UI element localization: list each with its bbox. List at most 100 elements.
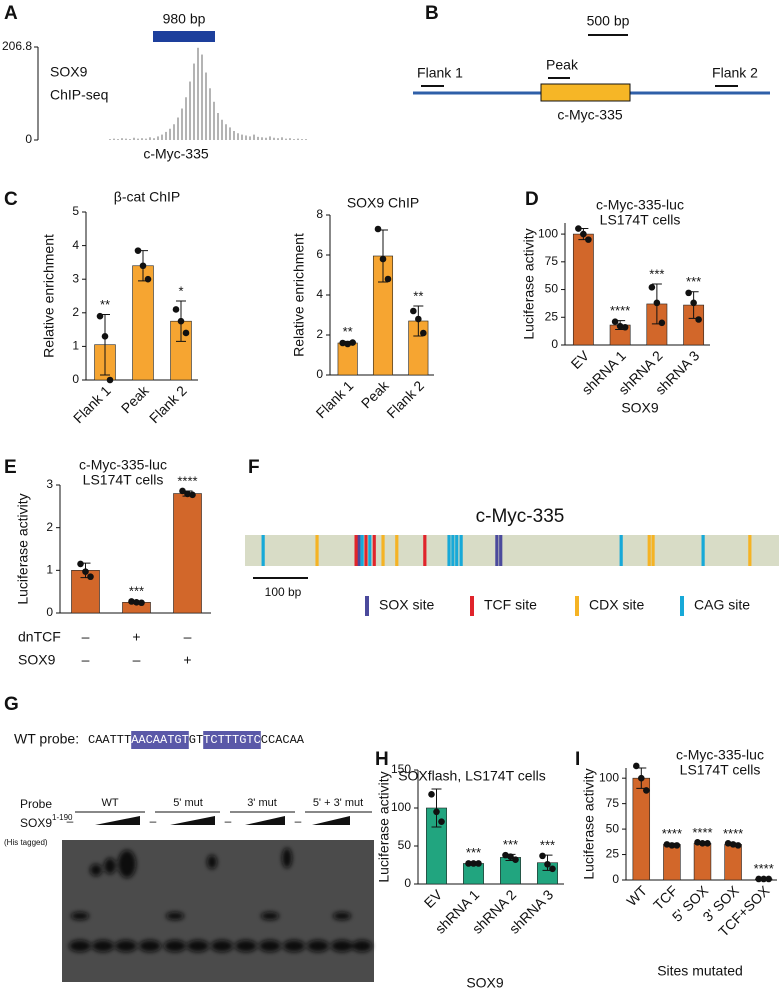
chart-title: LS174T cells bbox=[680, 762, 761, 778]
y-tick-label: 4 bbox=[72, 238, 79, 252]
data-point bbox=[653, 299, 661, 307]
row-mark: + bbox=[183, 652, 191, 668]
data-point bbox=[77, 560, 84, 568]
probe-name: 3' mut bbox=[247, 797, 277, 809]
sequence: GT bbox=[189, 733, 203, 747]
row-mark: – bbox=[82, 652, 90, 668]
data-point bbox=[349, 339, 356, 346]
bar bbox=[724, 844, 742, 881]
y-axis-label: Relative enrichment bbox=[41, 234, 57, 358]
y-tick-label: 100 bbox=[538, 226, 558, 240]
legend-label: TCF site bbox=[484, 597, 537, 613]
bar bbox=[132, 265, 154, 381]
chart-title: β-cat ChIP bbox=[114, 189, 180, 205]
probe-name: WT bbox=[101, 797, 118, 809]
data-point bbox=[101, 333, 109, 340]
data-point bbox=[580, 230, 587, 238]
chart-title: SOX9 ChIP bbox=[347, 195, 419, 211]
site bbox=[748, 535, 752, 566]
data-point bbox=[470, 860, 477, 867]
site bbox=[459, 535, 463, 566]
x-axis-label: SOX9 bbox=[621, 400, 659, 416]
probe-name: 5' mut bbox=[173, 797, 203, 809]
x-tick-label: EV bbox=[568, 347, 593, 372]
titration-wedges bbox=[95, 816, 350, 825]
data-point bbox=[658, 319, 666, 327]
significance: *** bbox=[686, 274, 701, 289]
x-tick-label: Flank 1 bbox=[313, 377, 357, 421]
data-point bbox=[420, 329, 427, 337]
bar bbox=[663, 844, 681, 881]
data-point bbox=[438, 818, 445, 825]
y-tick-label: 75 bbox=[545, 254, 559, 268]
data-point bbox=[87, 573, 94, 581]
legend-label: CAG site bbox=[694, 597, 750, 613]
peak-label: c-Myc-335 bbox=[143, 146, 209, 162]
data-point bbox=[549, 865, 556, 873]
y-axis-label: Luciferase activity bbox=[521, 228, 537, 339]
data-point bbox=[410, 307, 417, 315]
site bbox=[447, 535, 451, 566]
data-point bbox=[507, 853, 514, 860]
site bbox=[368, 535, 372, 566]
significance: **** bbox=[177, 473, 197, 488]
data-point bbox=[616, 322, 624, 330]
chart-title: LS174T cells bbox=[600, 212, 681, 228]
y-tick-label: 50 bbox=[545, 282, 559, 296]
y-tick-label: 2 bbox=[46, 520, 53, 534]
site-highlight bbox=[203, 731, 261, 749]
y-tick-label: 75 bbox=[606, 796, 620, 810]
flank-label: Flank 1 bbox=[417, 65, 463, 81]
data-point bbox=[575, 225, 582, 232]
x-tick-label: Peak bbox=[118, 382, 153, 417]
significance: *** bbox=[129, 583, 144, 598]
region-title: c-Myc-335 bbox=[476, 506, 565, 527]
data-point bbox=[695, 316, 702, 323]
y-tick-label: 3 bbox=[46, 477, 53, 491]
y-tick-label: 0 bbox=[72, 372, 79, 386]
site bbox=[315, 535, 319, 566]
x-tick-label: Flank 1 bbox=[70, 382, 114, 426]
bar bbox=[693, 843, 712, 881]
y-tick-label: 100 bbox=[391, 800, 411, 814]
y-tick-label: 4 bbox=[316, 287, 323, 301]
significance: * bbox=[178, 283, 183, 298]
y-tick-label: 0 bbox=[25, 132, 32, 146]
data-point bbox=[638, 774, 645, 782]
y-axis-label: Luciferase activity bbox=[15, 493, 31, 604]
y-tick-label: 50 bbox=[606, 821, 620, 835]
data-point bbox=[339, 339, 346, 347]
legend-label: CDX site bbox=[589, 597, 644, 613]
y-tick-label: 1 bbox=[72, 339, 79, 353]
site bbox=[357, 535, 361, 566]
panel-letter: E bbox=[4, 457, 17, 478]
significance: ** bbox=[100, 297, 110, 312]
y-tick-label: 100 bbox=[599, 770, 619, 784]
data-point bbox=[611, 318, 619, 326]
data-point bbox=[428, 791, 435, 798]
site bbox=[647, 535, 651, 566]
significance: **** bbox=[692, 825, 712, 840]
y-tick-label: 2 bbox=[72, 305, 79, 319]
row-mark: – bbox=[133, 652, 141, 668]
y-axis-label: Luciferase activity bbox=[376, 771, 392, 882]
data-point bbox=[189, 491, 196, 499]
bar bbox=[572, 233, 594, 346]
data-point bbox=[177, 317, 185, 325]
x-tick-label: Flank 2 bbox=[383, 377, 427, 421]
data-point bbox=[433, 808, 440, 816]
data-point bbox=[184, 490, 191, 498]
panel-letter: H bbox=[375, 749, 389, 770]
bar bbox=[337, 342, 358, 376]
y-tick-label: 206.8 bbox=[2, 39, 32, 53]
data-point bbox=[585, 236, 592, 243]
significance: *** bbox=[503, 837, 518, 852]
data-point bbox=[673, 842, 681, 849]
significance: *** bbox=[649, 266, 664, 281]
legend-swatch bbox=[470, 596, 474, 616]
data-point bbox=[621, 323, 629, 331]
data-point bbox=[699, 840, 706, 847]
data-point bbox=[724, 840, 732, 847]
y-tick-label: 5 bbox=[72, 204, 79, 218]
